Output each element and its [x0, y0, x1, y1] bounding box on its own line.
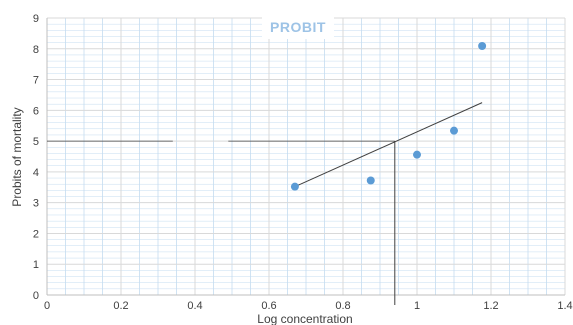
x-tick-label: 0.8: [335, 300, 350, 312]
x-tick-label: 0.4: [187, 300, 202, 312]
data-point: [290, 182, 299, 191]
x-tick-label: 1: [414, 300, 420, 312]
x-tick-label: 0.6: [261, 300, 276, 312]
chart-title-background: [262, 13, 334, 39]
y-tick-label: 0: [33, 290, 39, 302]
x-axis-title: Log concentration: [257, 312, 352, 325]
y-tick-label: 3: [33, 198, 39, 210]
trendline: [294, 102, 483, 188]
data-point: [366, 176, 375, 185]
y-axis-title: Probits of mortality: [10, 107, 24, 206]
x-tick-label: 0.2: [113, 300, 128, 312]
data-point: [450, 126, 458, 135]
x-tick-label: 1.2: [483, 300, 498, 312]
y-tick-label: 5: [33, 136, 39, 148]
y-tick-label: 8: [33, 44, 39, 56]
data-point: [478, 42, 487, 51]
y-tick-label: 2: [33, 228, 39, 240]
y-tick-label: 1: [33, 259, 39, 271]
y-tick-label: 6: [33, 105, 39, 117]
axis-layer: [46, 18, 565, 296]
x-tick-label: 0: [44, 300, 50, 312]
chart-title: PROBIT: [270, 19, 326, 35]
grid-layer: [46, 17, 566, 296]
reference-lines: [47, 140, 396, 305]
y-tick-label: 7: [33, 75, 39, 87]
data-point: [413, 150, 421, 159]
x-tick-label: 1.4: [557, 300, 572, 312]
trendline-layer: [294, 102, 483, 188]
tick-labels: 0 0.2 0.4 0.6 0.8 1 1.2 1.4 0 1 2 3 4 5 6 7 8 9: [33, 13, 573, 312]
data-points: [290, 42, 487, 191]
y-tick-label: 9: [33, 13, 39, 25]
y-tick-label: 4: [33, 167, 39, 179]
